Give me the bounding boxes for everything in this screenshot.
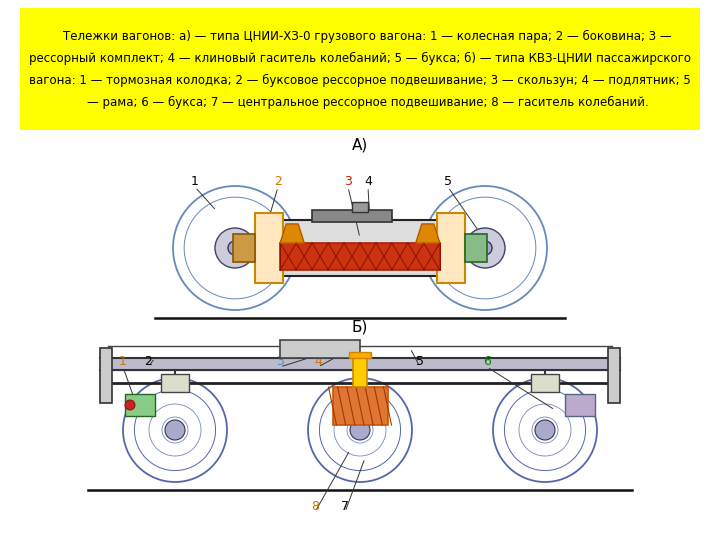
Bar (233, 234, 256, 262)
Bar (280, 243, 440, 270)
Bar (353, 358, 367, 387)
Bar (565, 394, 595, 416)
Bar (161, 374, 189, 392)
Text: 4: 4 (314, 355, 322, 368)
Bar (100, 348, 112, 403)
Text: рессорный комплект; 4 — клиновый гаситель колебаний; 5 — букса; б) — типа КВЗ-ЦН: рессорный комплект; 4 — клиновый гасител… (29, 52, 691, 65)
Text: 6: 6 (483, 355, 491, 368)
Bar (333, 387, 387, 425)
Text: 1: 1 (191, 175, 199, 188)
Bar (349, 352, 371, 358)
Bar (312, 210, 392, 222)
Text: — рама; 6 — букса; 7 — центральное рессорное подвешивание; 8 — гаситель колебани: — рама; 6 — букса; 7 — центральное рессо… (71, 96, 649, 109)
Circle shape (465, 228, 505, 268)
Bar (125, 394, 155, 416)
Bar (437, 213, 465, 283)
Text: 2: 2 (274, 175, 282, 188)
Circle shape (535, 420, 555, 440)
Bar (531, 374, 559, 392)
Text: 3: 3 (344, 175, 352, 188)
Text: 7: 7 (341, 500, 349, 513)
Text: Б): Б) (352, 320, 368, 335)
Polygon shape (416, 224, 440, 243)
Text: вагона: 1 — тормозная колодка; 2 — буксовое рессорное подвешивание; 3 — скользун: вагона: 1 — тормозная колодка; 2 — буксо… (29, 74, 691, 87)
Text: А): А) (352, 138, 368, 153)
Bar (272, 220, 448, 276)
Text: 8: 8 (311, 500, 319, 513)
Bar (255, 213, 283, 283)
Circle shape (350, 420, 370, 440)
Text: 2: 2 (144, 355, 152, 368)
Circle shape (228, 241, 242, 255)
Text: 1: 1 (119, 355, 127, 368)
Text: 3: 3 (276, 355, 284, 368)
Circle shape (125, 400, 135, 410)
Bar (608, 348, 620, 403)
Circle shape (165, 420, 185, 440)
Polygon shape (280, 224, 304, 243)
Text: Тележки вагонов: а) — типа ЦНИИ-ХЗ-0 грузового вагона: 1 — колесная пара; 2 — бо: Тележки вагонов: а) — типа ЦНИИ-ХЗ-0 гру… (48, 30, 672, 43)
Bar (352, 202, 368, 212)
Text: 5: 5 (416, 355, 424, 368)
Text: 5: 5 (444, 175, 452, 188)
Bar (280, 340, 360, 358)
Bar (20, 8, 700, 130)
Circle shape (478, 241, 492, 255)
Text: 4: 4 (364, 175, 372, 188)
Circle shape (215, 228, 255, 268)
Bar (464, 234, 487, 262)
